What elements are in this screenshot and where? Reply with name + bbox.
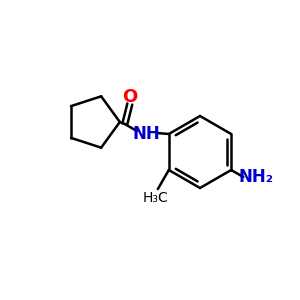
- Text: H₃C: H₃C: [143, 191, 169, 205]
- Text: NH₂: NH₂: [239, 168, 274, 186]
- Text: NH: NH: [133, 125, 161, 143]
- Text: O: O: [122, 88, 137, 106]
